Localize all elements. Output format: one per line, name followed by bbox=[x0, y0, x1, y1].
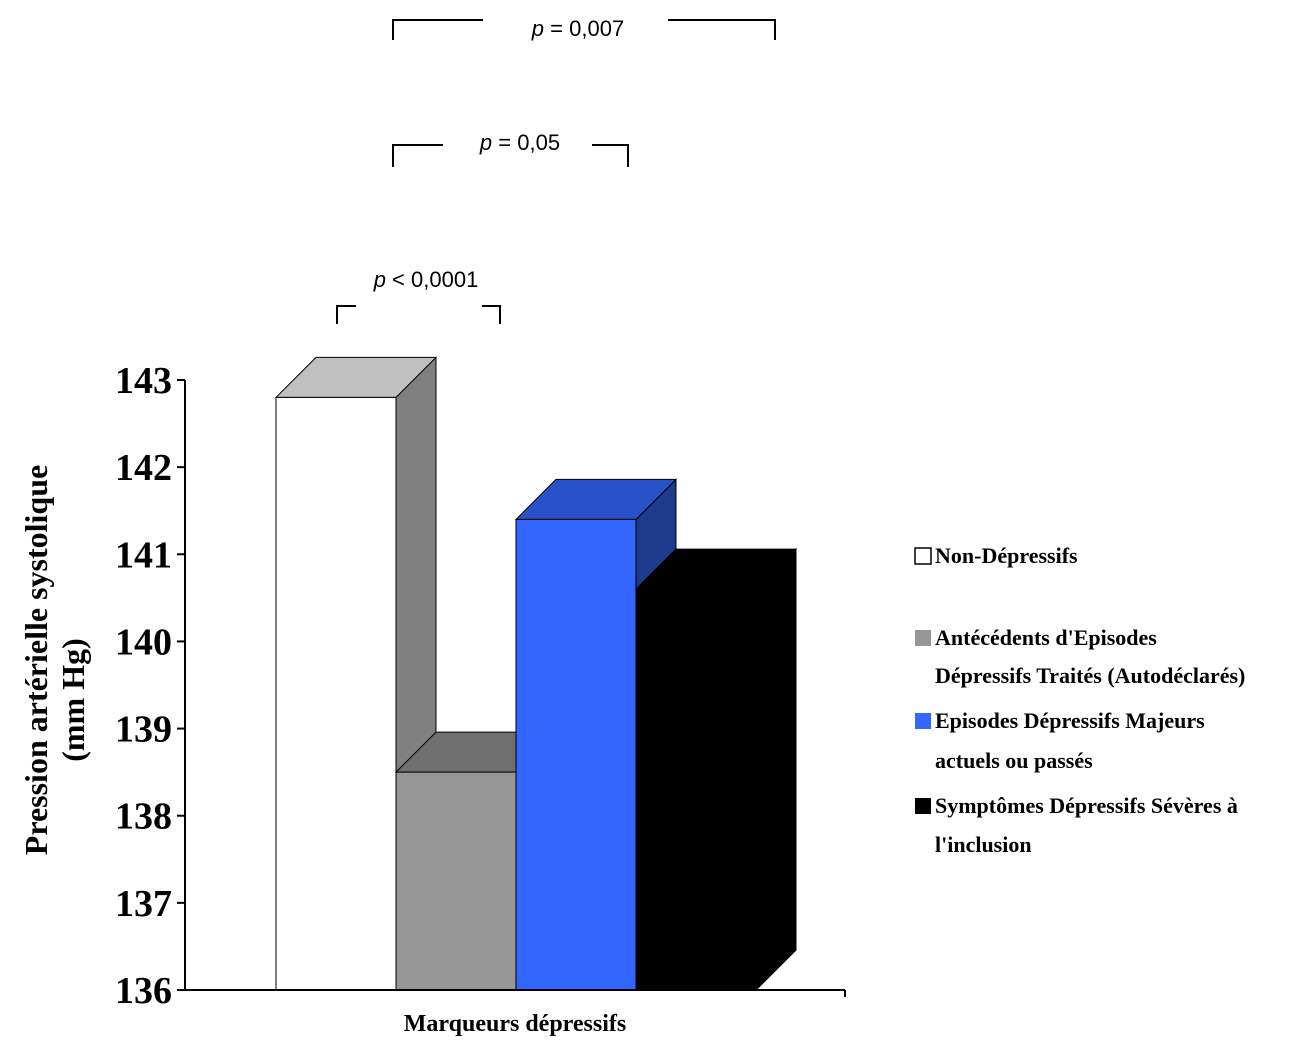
legend-swatch-0 bbox=[914, 547, 932, 565]
legend-label-3-line2: l'inclusion bbox=[935, 832, 1032, 857]
significance-bracket-3: p = 0,007 bbox=[392, 16, 776, 41]
legend-label-2-line2: actuels ou passés bbox=[935, 748, 1093, 773]
p-value-label-3: p = 0,007 bbox=[531, 16, 624, 41]
legend-label-2: Episodes Dépressifs Majeurs bbox=[935, 708, 1205, 733]
y-tick-label-7: 136 bbox=[115, 970, 172, 1012]
y-axis-label-line1: Pression artérielle systolique bbox=[18, 465, 54, 855]
bars-group bbox=[274, 356, 798, 992]
legend: Non-Dépressifs Antécédents d'Episodes Dépr… bbox=[914, 543, 1245, 857]
significance-bracket-1: p < 0,0001 bbox=[336, 267, 501, 324]
legend-label-1: Antécédents d'Episodes bbox=[935, 625, 1157, 650]
x-axis-label: Marqueurs dépressifs bbox=[404, 1011, 626, 1037]
legend-swatch-2 bbox=[915, 713, 931, 729]
legend-swatch-3 bbox=[915, 798, 931, 814]
bar-3 bbox=[634, 547, 798, 992]
bar-front-3 bbox=[635, 588, 757, 991]
y-tick-label-3: 140 bbox=[115, 621, 172, 663]
bar-front-1 bbox=[395, 771, 517, 991]
p-value-label-1: p < 0,0001 bbox=[373, 267, 479, 292]
p-value-label-2: p = 0,05 bbox=[479, 130, 560, 155]
y-ticks-group: 143 142 141 140 139 138 137 136 bbox=[115, 360, 185, 1012]
legend-label-0: Non-Dépressifs bbox=[935, 543, 1078, 568]
y-tick-label-1: 142 bbox=[115, 447, 172, 489]
bar-front-2 bbox=[515, 518, 637, 991]
y-tick-label-6: 137 bbox=[115, 883, 172, 925]
y-tick-label-4: 139 bbox=[115, 709, 172, 751]
y-axis-label-line2: (mm Hg) bbox=[55, 638, 91, 762]
bar-side-3 bbox=[755, 547, 797, 992]
bar-front-0 bbox=[275, 396, 397, 991]
significance-bracket-2: p = 0,05 bbox=[392, 130, 629, 167]
legend-label-1-line2: Dépressifs Traités (Autodéclarés) bbox=[935, 663, 1245, 688]
y-tick-label-0: 143 bbox=[115, 360, 172, 402]
y-tick-label-2: 141 bbox=[115, 534, 172, 576]
y-tick-label-5: 138 bbox=[115, 796, 172, 838]
legend-label-3: Symptômes Dépressifs Sévères à bbox=[935, 793, 1238, 818]
legend-swatch-1 bbox=[915, 630, 931, 646]
